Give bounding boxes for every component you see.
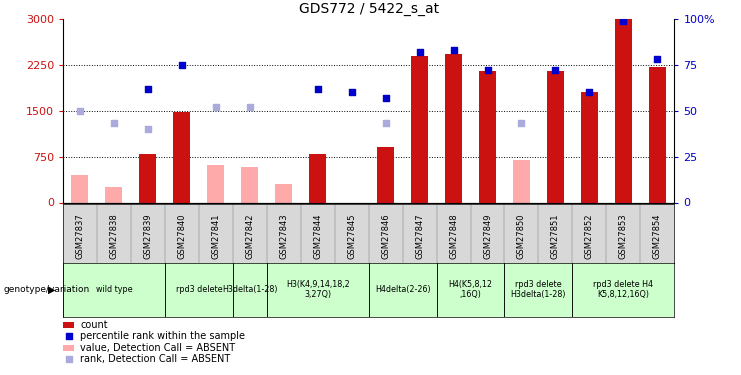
Text: GSM27851: GSM27851 bbox=[551, 213, 560, 259]
Text: H4(K5,8,12
,16Q): H4(K5,8,12 ,16Q) bbox=[448, 280, 493, 299]
Bar bbox=[242, 167, 259, 202]
Point bbox=[142, 126, 154, 132]
Text: GSM27840: GSM27840 bbox=[177, 213, 186, 259]
Point bbox=[142, 86, 154, 92]
Text: rank, Detection Call = ABSENT: rank, Detection Call = ABSENT bbox=[80, 354, 230, 364]
Point bbox=[482, 67, 494, 73]
Text: percentile rank within the sample: percentile rank within the sample bbox=[80, 332, 245, 342]
Text: GSM27841: GSM27841 bbox=[211, 213, 220, 259]
Point bbox=[379, 120, 391, 126]
Bar bbox=[649, 66, 666, 203]
Bar bbox=[139, 153, 156, 203]
Text: GSM27849: GSM27849 bbox=[483, 213, 492, 259]
Bar bbox=[105, 187, 122, 202]
Text: GSM27843: GSM27843 bbox=[279, 213, 288, 259]
Point bbox=[176, 62, 187, 68]
Bar bbox=[71, 175, 88, 202]
Point bbox=[312, 86, 324, 92]
Text: GSM27845: GSM27845 bbox=[348, 213, 356, 259]
Point bbox=[244, 104, 256, 110]
Text: GSM27838: GSM27838 bbox=[110, 213, 119, 259]
Bar bbox=[207, 165, 225, 202]
Point bbox=[379, 95, 391, 101]
Text: H3(K4,9,14,18,2
3,27Q): H3(K4,9,14,18,2 3,27Q) bbox=[286, 280, 350, 299]
Bar bbox=[513, 160, 530, 202]
Text: GSM27848: GSM27848 bbox=[449, 213, 458, 259]
Point bbox=[550, 67, 562, 73]
Point bbox=[516, 120, 528, 126]
Bar bbox=[63, 322, 74, 328]
Text: GSM27854: GSM27854 bbox=[653, 213, 662, 259]
Bar bbox=[479, 71, 496, 202]
Point bbox=[448, 47, 459, 53]
Point bbox=[74, 108, 86, 114]
Point bbox=[63, 356, 75, 362]
Text: rpd3 delete H4
K5,8,12,16Q): rpd3 delete H4 K5,8,12,16Q) bbox=[594, 280, 654, 299]
Point bbox=[651, 56, 663, 62]
Text: value, Detection Call = ABSENT: value, Detection Call = ABSENT bbox=[80, 343, 235, 352]
Text: GSM27842: GSM27842 bbox=[245, 213, 254, 259]
Bar bbox=[615, 19, 632, 203]
Point bbox=[346, 89, 358, 95]
Text: GSM27846: GSM27846 bbox=[381, 213, 390, 259]
Point bbox=[583, 89, 595, 95]
Text: GSM27847: GSM27847 bbox=[415, 213, 424, 259]
Bar bbox=[445, 54, 462, 202]
Text: count: count bbox=[80, 320, 107, 330]
Point bbox=[108, 120, 120, 126]
Bar bbox=[411, 56, 428, 202]
Point bbox=[63, 333, 75, 339]
Bar bbox=[547, 71, 564, 202]
Text: GSM27852: GSM27852 bbox=[585, 213, 594, 259]
Point bbox=[617, 18, 629, 24]
Point bbox=[210, 104, 222, 110]
Text: wild type: wild type bbox=[96, 285, 132, 294]
Title: GDS772 / 5422_s_at: GDS772 / 5422_s_at bbox=[299, 2, 439, 16]
Bar bbox=[309, 153, 326, 203]
Text: ▶: ▶ bbox=[48, 285, 56, 295]
Bar bbox=[63, 345, 74, 351]
Text: GSM27839: GSM27839 bbox=[144, 213, 153, 259]
Bar bbox=[377, 147, 394, 202]
Point bbox=[413, 49, 425, 55]
Text: GSM27844: GSM27844 bbox=[313, 213, 322, 259]
Text: GSM27837: GSM27837 bbox=[76, 213, 84, 259]
Text: H4delta(2-26): H4delta(2-26) bbox=[375, 285, 431, 294]
Text: rpd3 delete
H3delta(1-28): rpd3 delete H3delta(1-28) bbox=[511, 280, 566, 299]
Text: genotype/variation: genotype/variation bbox=[4, 285, 90, 294]
Text: GSM27850: GSM27850 bbox=[517, 213, 526, 259]
Bar bbox=[275, 184, 292, 203]
Text: GSM27853: GSM27853 bbox=[619, 213, 628, 259]
Bar bbox=[581, 92, 598, 202]
Bar bbox=[173, 112, 190, 202]
Text: rpd3 delete: rpd3 delete bbox=[176, 285, 222, 294]
Text: H3delta(1-28): H3delta(1-28) bbox=[222, 285, 278, 294]
